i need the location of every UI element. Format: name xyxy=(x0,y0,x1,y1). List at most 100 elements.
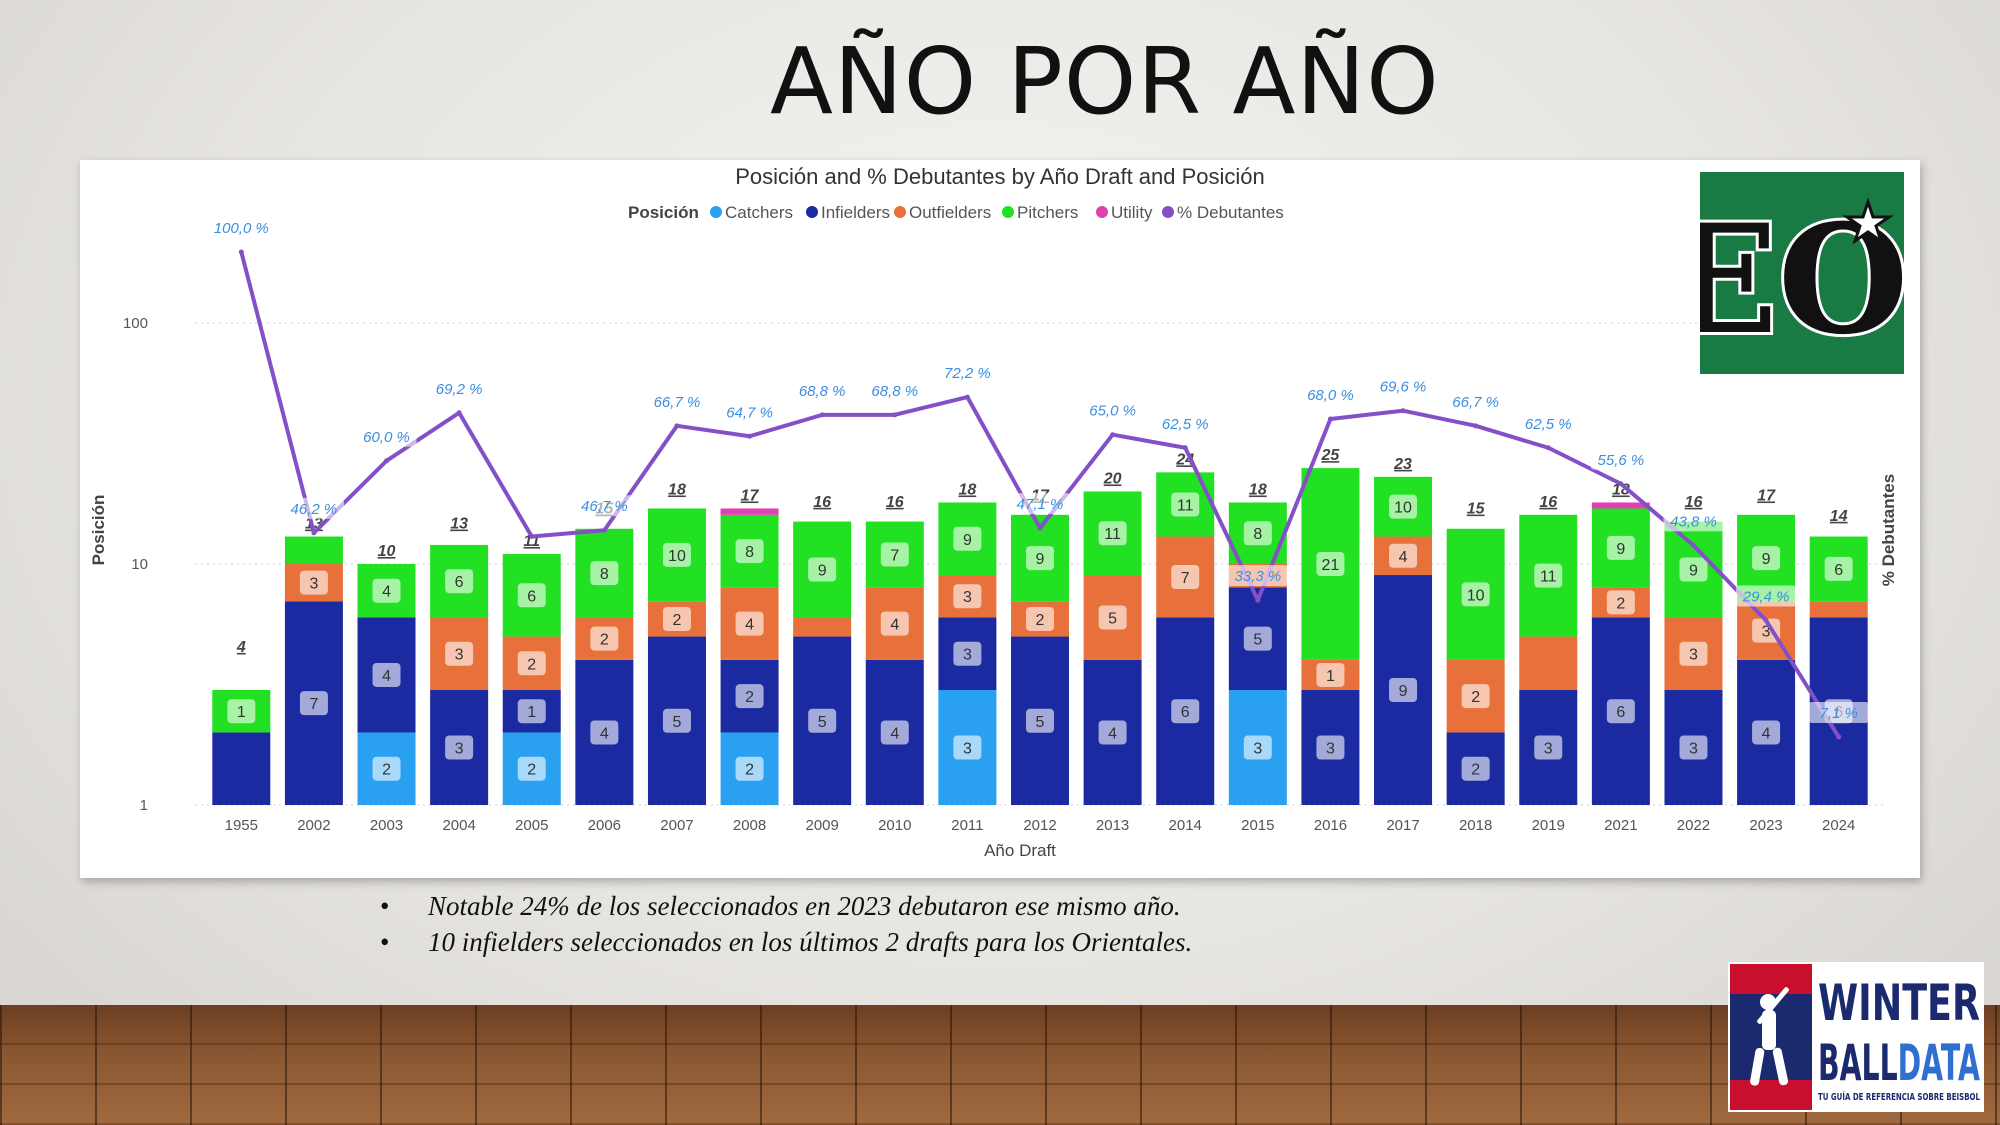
data-label: 9 xyxy=(1616,541,1625,558)
data-label: 8 xyxy=(745,544,754,561)
debutantes-point xyxy=(1473,423,1479,429)
total-label: 25 xyxy=(1321,447,1341,464)
line-label-box xyxy=(1082,399,1143,421)
y-axis-label-right: % Debutantes xyxy=(1879,474,1898,586)
debutantes-point xyxy=(674,423,680,429)
line-data-label: 7,1 % xyxy=(1820,705,1858,722)
debutantes-point xyxy=(747,433,753,439)
stacked-bar-chart: Posición and % Debutantes by Año Draft a… xyxy=(89,164,1898,860)
legend-marker xyxy=(1002,206,1014,218)
data-label: 6 xyxy=(1834,562,1843,579)
data-label: 9 xyxy=(1689,563,1698,580)
data-label-box xyxy=(1534,735,1563,760)
legend-item: % Debutantes xyxy=(1177,203,1284,222)
data-label-box xyxy=(1243,735,1272,760)
y-tick-label: 1 xyxy=(140,797,148,814)
data-label: 2 xyxy=(1036,612,1045,629)
slide-title: AÑO POR AÑO xyxy=(770,28,1440,135)
data-label: 2 xyxy=(527,656,536,673)
data-label-box xyxy=(227,699,256,724)
data-label: 2 xyxy=(600,632,609,649)
data-label: 3 xyxy=(1689,741,1698,758)
x-axis-label: Año Draft xyxy=(984,841,1056,860)
total-label: 16 xyxy=(813,494,831,511)
data-label-box xyxy=(953,641,982,666)
data-label-box xyxy=(1606,699,1635,724)
line-label-box xyxy=(211,217,272,238)
data-label-box xyxy=(1389,494,1418,519)
data-label-box xyxy=(735,684,764,709)
x-tick-label: 2014 xyxy=(1169,817,1202,834)
data-label: 6 xyxy=(527,588,536,605)
data-label-box xyxy=(1171,699,1200,724)
data-label: 3 xyxy=(1762,624,1771,641)
data-label-box xyxy=(1389,543,1418,568)
data-label-box xyxy=(1461,582,1490,607)
legend-marker xyxy=(806,206,818,218)
data-label-box xyxy=(372,756,401,781)
data-label-box xyxy=(1461,684,1490,709)
data-label: 4 xyxy=(1762,725,1771,742)
data-label: 10 xyxy=(1394,500,1412,517)
data-label-box xyxy=(1752,546,1781,571)
batter-icon xyxy=(1750,987,1789,1086)
total-label: 10 xyxy=(378,543,396,560)
data-label-box xyxy=(1316,662,1345,687)
line-label-box xyxy=(864,379,925,401)
data-label: 1 xyxy=(237,704,246,721)
data-label: 3 xyxy=(1544,741,1553,758)
line-data-label: 60,0 % xyxy=(363,429,410,446)
wbd-line2a: BALL xyxy=(1818,1034,1898,1092)
data-label: 11 xyxy=(1177,497,1194,514)
data-label-box xyxy=(953,735,982,760)
x-tick-label: 2007 xyxy=(660,817,693,834)
data-label: 11 xyxy=(1540,569,1557,586)
x-tick-label: 2006 xyxy=(588,817,621,834)
data-label: 3 xyxy=(1689,647,1698,664)
line-label-box xyxy=(1736,585,1797,607)
data-label: 3 xyxy=(455,741,464,758)
data-label-box xyxy=(1824,556,1853,581)
data-label-box xyxy=(808,557,837,582)
line-data-label: 46,7 % xyxy=(581,498,628,515)
data-label-box xyxy=(299,691,328,716)
legend-marker xyxy=(710,206,722,218)
data-label-box xyxy=(1679,557,1708,582)
data-label: 4 xyxy=(1399,549,1408,566)
line-data-label: 29,4 % xyxy=(1742,589,1790,606)
line-label-box xyxy=(1808,701,1869,723)
legend-item: Infielders xyxy=(821,203,890,222)
legend-marker xyxy=(1096,206,1108,218)
data-label-box xyxy=(1316,552,1345,576)
line-data-label: 72,2 % xyxy=(944,365,991,382)
line-label-box xyxy=(1300,384,1361,406)
debutantes-point xyxy=(384,458,390,464)
x-tick-label: 2003 xyxy=(370,817,403,834)
total-label: 20 xyxy=(1103,470,1122,487)
line-data-label: 33,3 % xyxy=(1234,568,1281,585)
line-label-box xyxy=(1445,390,1506,412)
data-label-box xyxy=(1389,678,1418,703)
x-tick-label: 2024 xyxy=(1822,817,1855,834)
data-label: 3 xyxy=(963,741,972,758)
line-label-box xyxy=(574,495,635,517)
y-axis-label: Posición xyxy=(89,495,108,566)
data-label: 3 xyxy=(1326,741,1335,758)
line-label-box xyxy=(792,379,853,401)
chart-title: Posición and % Debutantes by Año Draft a… xyxy=(735,164,1265,189)
x-tick-label: 2008 xyxy=(733,817,766,834)
data-label: 9 xyxy=(1036,551,1045,568)
bullet-list: Notable 24% de los seleccionados en 2023… xyxy=(380,888,1192,960)
line-label-box xyxy=(1010,493,1070,515)
total-label: 4 xyxy=(236,639,246,656)
data-label-box xyxy=(1026,708,1054,733)
line-data-label: 43,8 % xyxy=(1670,513,1717,530)
star-icon xyxy=(1842,197,1894,245)
y-tick-label: 10 xyxy=(131,556,148,573)
data-label: 2 xyxy=(1471,689,1480,706)
total-label: 18 xyxy=(668,481,686,498)
data-label-box xyxy=(662,542,691,567)
eo-logo-text: EO xyxy=(1700,192,1904,368)
x-tick-label: 2004 xyxy=(442,817,475,834)
line-label-box xyxy=(1227,565,1288,587)
